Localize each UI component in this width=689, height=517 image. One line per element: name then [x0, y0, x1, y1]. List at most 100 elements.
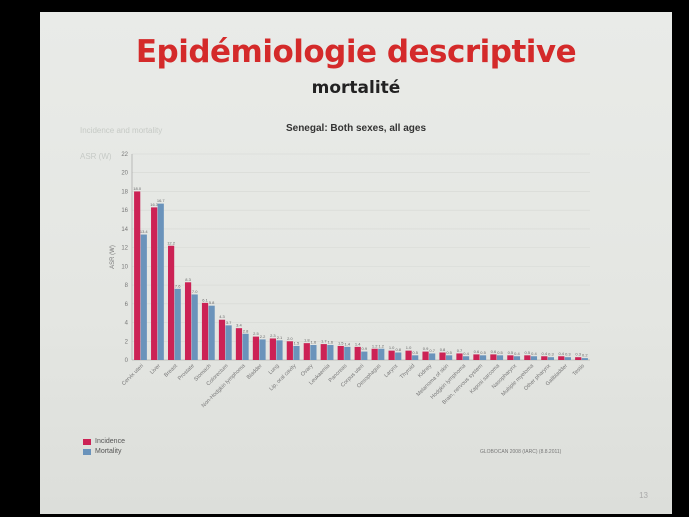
y-tick-label: 4: [125, 321, 129, 327]
data-label: 1.7: [321, 339, 327, 344]
data-label: 2.0: [287, 336, 293, 341]
y-tick-label: 10: [121, 264, 128, 270]
page-number: 13: [639, 491, 648, 500]
bar-incidence: [337, 345, 344, 360]
data-label: 0.2: [582, 353, 588, 358]
bar-mortality: [174, 288, 181, 360]
slide-title: Epidémiologie descriptive: [135, 34, 577, 70]
y-tick-label: 14: [121, 227, 128, 233]
bar-mortality: [344, 346, 351, 360]
bar-mortality: [191, 294, 198, 360]
bar-incidence: [168, 245, 175, 360]
bar-mortality: [479, 355, 487, 360]
data-label: 4.3: [219, 314, 225, 319]
bar-incidence: [286, 341, 293, 360]
chart-title: Senegal: Both sexes, all ages: [285, 123, 427, 134]
bar-chart: 0 2 4 6 8 10 12 14 16 18 20 22 ASR (W) 18.0 13.4 Cervix…: [110, 152, 590, 409]
bar-incidence: [422, 351, 429, 360]
data-label: 6.1: [202, 297, 208, 302]
data-label: 0.3: [565, 352, 571, 357]
bar-mortality: [276, 340, 283, 360]
data-label: 2.1: [277, 335, 283, 340]
y-tick-label: 22: [121, 152, 128, 158]
y-tick-label: 6: [125, 302, 129, 308]
chart-legend: Incidence Mortality: [83, 438, 125, 458]
data-label: 0.3: [575, 352, 581, 357]
source-note: GLOBOCAN 2008 (IARC) (8.8.2011): [480, 449, 562, 455]
faint-note: ASR (W): [80, 152, 112, 161]
data-label: 1.2: [378, 343, 384, 348]
bar-incidence: [252, 336, 260, 360]
bar-incidence: [507, 355, 514, 360]
bar-mortality: [310, 345, 317, 360]
data-label: 2.3: [270, 333, 276, 338]
bar-mortality: [496, 355, 504, 360]
bar-incidence: [388, 350, 395, 360]
y-tick-label: 20: [121, 171, 128, 177]
legend-label-incidence: Incidence: [95, 438, 125, 445]
bar-mortality: [225, 325, 232, 360]
data-label: 5.8: [209, 300, 215, 305]
bar-incidence: [541, 356, 548, 360]
data-label: 3.7: [226, 320, 232, 325]
x-tick-label: Testis: [572, 363, 586, 377]
data-label: 0.4: [463, 351, 469, 356]
bar-incidence: [490, 354, 497, 360]
bar-incidence: [524, 355, 531, 360]
legend-swatch-incidence: [83, 438, 91, 445]
slide: Epidémiologie descriptive mortalité Inci…: [40, 12, 672, 514]
y-tick-label: 2: [125, 339, 129, 345]
bar-mortality: [513, 356, 521, 360]
data-label: 0.5: [446, 350, 452, 355]
bar-incidence: [269, 338, 276, 360]
data-label: 0.7: [429, 348, 435, 353]
data-label: 12.2: [167, 240, 176, 245]
data-label: 2.8: [243, 328, 249, 333]
data-label: 0.5: [497, 350, 503, 355]
data-label: 0.9: [423, 346, 429, 351]
bar-mortality: [462, 356, 470, 360]
legend-item-mortality: Mortality: [83, 448, 125, 455]
legend-label-mortality: Mortality: [95, 448, 122, 455]
bar-incidence: [303, 343, 310, 360]
bar-mortality: [395, 352, 402, 360]
bar-mortality: [530, 356, 538, 360]
faint-header: Incidence and mortality: [80, 126, 163, 135]
bar-mortality: [242, 333, 249, 360]
data-label: 1.8: [304, 338, 310, 343]
data-label: 3.4: [236, 323, 242, 328]
bar-incidence: [405, 350, 412, 360]
data-label: 0.4: [558, 351, 564, 356]
data-label: 0.6: [474, 349, 480, 354]
data-label: 1.6: [328, 340, 334, 345]
data-label: 0.4: [514, 351, 520, 356]
bar-incidence: [575, 357, 582, 360]
bar-mortality: [547, 357, 554, 360]
y-tick-label: 18: [121, 189, 128, 195]
bar-mortality: [429, 353, 436, 360]
y-axis-title: ASR (W): [110, 245, 116, 269]
y-tick-label: 12: [121, 246, 128, 252]
bar-incidence: [354, 346, 361, 360]
data-label: 0.5: [480, 350, 486, 355]
bar-incidence: [235, 328, 243, 360]
data-label: 16.3: [150, 202, 159, 207]
bar-mortality: [157, 203, 164, 360]
x-tick-label: Ovary: [300, 363, 315, 378]
bar-incidence: [558, 356, 565, 360]
bar-incidence: [320, 344, 327, 360]
x-tick-label: Liver: [149, 363, 162, 376]
x-tick-label: Larynx: [383, 363, 399, 379]
bar-mortality: [361, 351, 368, 360]
data-label: 8.3: [185, 277, 191, 282]
data-label: 0.4: [531, 351, 537, 356]
data-label: 2.2: [260, 334, 266, 339]
legend-swatch-mortality: [83, 448, 91, 455]
y-tick-label: 16: [121, 208, 128, 214]
bar-mortality: [446, 355, 453, 360]
data-label: 0.8: [395, 347, 401, 352]
bar-incidence: [439, 352, 446, 360]
bar-incidence: [134, 191, 141, 360]
bar-mortality: [327, 345, 334, 360]
x-tick-label: Thyroid: [399, 363, 416, 380]
